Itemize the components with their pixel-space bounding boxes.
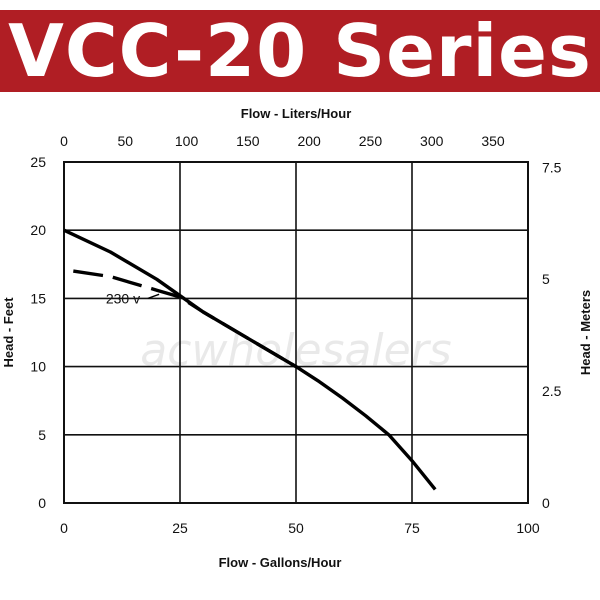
x2-tick-label: 50 bbox=[117, 133, 133, 149]
y-tick-label: 25 bbox=[30, 154, 46, 170]
y-tick-label: 15 bbox=[30, 290, 46, 306]
x-tick-label: 25 bbox=[172, 520, 188, 536]
x2-tick-label: 350 bbox=[481, 133, 505, 149]
y2-tick-label: 0 bbox=[542, 495, 550, 511]
annotation-label: 230 v bbox=[106, 290, 140, 306]
x-tick-label: 0 bbox=[60, 520, 68, 536]
y-axis-ticks: 0 5 10 15 20 25 bbox=[30, 154, 46, 511]
series-layer bbox=[63, 228, 437, 491]
x-tick-label: 50 bbox=[288, 520, 304, 536]
y2-tick-label: 5 bbox=[542, 271, 550, 287]
x2-tick-label: 0 bbox=[60, 133, 68, 149]
x-tick-label: 75 bbox=[404, 520, 420, 536]
x-axis-ticks: 0 25 50 75 100 bbox=[60, 520, 540, 536]
y2-tick-label: 7.5 bbox=[542, 159, 562, 175]
x2-tick-label: 250 bbox=[359, 133, 383, 149]
x2-tick-label: 300 bbox=[420, 133, 444, 149]
y-tick-label: 20 bbox=[30, 222, 46, 238]
x2-axis-title: Flow - Liters/Hour bbox=[241, 106, 352, 121]
annotation-leader-line bbox=[147, 293, 160, 300]
y-tick-label: 0 bbox=[38, 495, 46, 511]
chart-grid bbox=[64, 162, 528, 503]
title-banner: VCC-20 Series bbox=[0, 10, 600, 92]
x-axis-title: Flow - Gallons/Hour bbox=[219, 555, 342, 570]
page-title: VCC-20 Series bbox=[8, 9, 592, 93]
y2-axis-ticks: 0 2.5 5 7.5 bbox=[542, 159, 562, 511]
y2-tick-label: 2.5 bbox=[542, 383, 562, 399]
x-tick-label: 100 bbox=[516, 520, 540, 536]
x2-axis-ticks: 0 50 100 150 200 250 300 350 bbox=[60, 133, 505, 149]
x2-tick-label: 200 bbox=[297, 133, 321, 149]
y-axis-title: Head - Feet bbox=[1, 297, 16, 368]
y-tick-label: 10 bbox=[30, 359, 46, 375]
annotation-layer: 230 v bbox=[106, 290, 160, 306]
plot-border bbox=[63, 161, 529, 504]
x2-tick-label: 100 bbox=[175, 133, 199, 149]
y2-axis-title: Head - Meters bbox=[578, 290, 593, 375]
x2-tick-label: 150 bbox=[236, 133, 260, 149]
y-tick-label: 5 bbox=[38, 427, 46, 443]
